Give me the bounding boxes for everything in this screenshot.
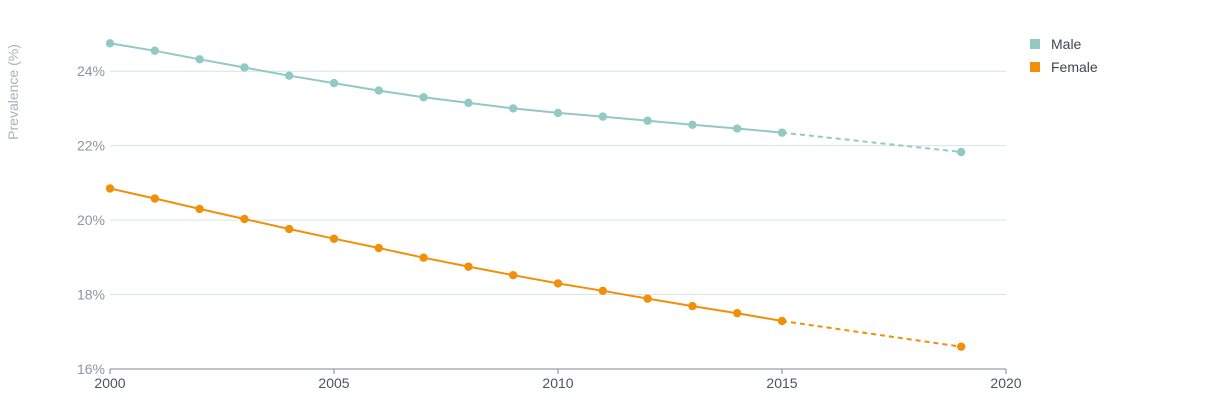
- y-tick-label: 20%: [77, 212, 105, 228]
- data-point-male[interactable]: [688, 120, 697, 130]
- data-point-male[interactable]: [509, 104, 518, 113]
- data-point-male[interactable]: [957, 147, 966, 157]
- data-point-female[interactable]: [957, 342, 966, 351]
- data-point-male[interactable]: [733, 124, 742, 133]
- series-projection-male: [781, 131, 962, 153]
- legend-swatch-female: [1030, 61, 1040, 72]
- x-tick-label: 2000: [94, 375, 125, 391]
- data-point-female[interactable]: [733, 308, 742, 318]
- data-point-female[interactable]: [374, 243, 383, 253]
- data-point-male[interactable]: [464, 98, 473, 108]
- data-point-male[interactable]: [777, 128, 787, 137]
- series-line-female: [109, 187, 783, 322]
- legend-item-female[interactable]: Female: [1030, 55, 1098, 78]
- data-point-female[interactable]: [419, 253, 428, 262]
- data-point-female[interactable]: [240, 214, 249, 224]
- legend-swatch-male: [1030, 38, 1040, 49]
- y-axis-title: Prevalence (%): [5, 44, 21, 140]
- data-point-male[interactable]: [643, 116, 652, 125]
- data-point-male[interactable]: [195, 55, 204, 64]
- legend: Male Female: [1030, 32, 1098, 78]
- data-point-female[interactable]: [598, 286, 607, 296]
- series-line-male: [109, 42, 783, 134]
- data-point-female[interactable]: [285, 224, 294, 234]
- data-point-female[interactable]: [329, 234, 339, 243]
- data-point-female[interactable]: [553, 279, 563, 288]
- data-point-female[interactable]: [777, 316, 787, 326]
- data-point-male[interactable]: [240, 63, 249, 72]
- y-tick-label: 22%: [77, 138, 105, 154]
- series: [105, 39, 966, 351]
- data-point-male[interactable]: [329, 78, 339, 88]
- data-point-male[interactable]: [374, 86, 383, 95]
- data-point-male[interactable]: [105, 39, 115, 48]
- legend-label-female: Female: [1051, 58, 1098, 75]
- x-tick-label: 2020: [990, 375, 1021, 391]
- y-tick-label: 16%: [77, 361, 105, 377]
- data-point-male[interactable]: [553, 108, 563, 118]
- legend-item-male[interactable]: Male: [1030, 32, 1098, 55]
- data-point-female[interactable]: [150, 194, 159, 203]
- axes: 16% 18% 20% 22% 24% 2000 2005 2010 2015 2020: [77, 63, 1022, 391]
- data-point-female[interactable]: [464, 262, 473, 271]
- data-point-male[interactable]: [285, 71, 294, 80]
- x-tick-label: 2005: [318, 375, 349, 391]
- data-point-male[interactable]: [598, 112, 607, 121]
- data-point-female[interactable]: [509, 271, 518, 280]
- legend-label-male: Male: [1051, 35, 1082, 52]
- y-tick-label: 24%: [77, 63, 105, 79]
- data-point-female[interactable]: [688, 301, 697, 311]
- x-tick-label: 2015: [766, 375, 797, 391]
- y-tick-label: 18%: [77, 287, 105, 303]
- data-point-female[interactable]: [643, 294, 652, 303]
- data-point-female[interactable]: [195, 204, 204, 214]
- series-projection-female: [781, 320, 962, 348]
- x-tick-label: 2010: [542, 375, 573, 391]
- data-point-female[interactable]: [105, 184, 115, 193]
- data-point-male[interactable]: [150, 46, 159, 55]
- data-point-male[interactable]: [419, 93, 428, 102]
